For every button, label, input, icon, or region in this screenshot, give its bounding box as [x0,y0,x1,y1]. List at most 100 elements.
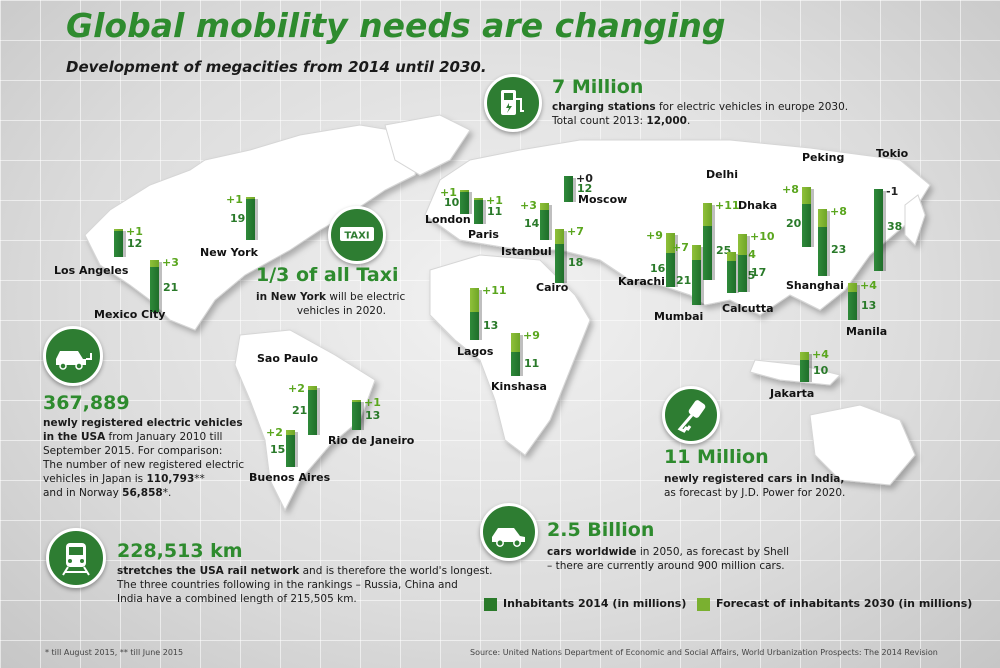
bar-current-istanbul [540,209,549,240]
bar-lagos [470,288,482,340]
city-label-lagos: Lagos [457,345,494,358]
bar-current-london [460,192,469,214]
change-2030-shanghai: +8 [830,205,847,219]
taxi-text-rest: will be electric [326,291,406,303]
bar-shade-new-york [255,199,258,240]
city-label-mexico-city: Mexico City [94,308,166,321]
change-2030-buenos-aires: +2 [266,426,283,440]
charging-station-icon [501,90,524,115]
worldwide-line1-rest: in 2050, as forecast by Shell [636,546,790,558]
continent-greenland [384,114,471,176]
rail-text: stretches the USA rail network and is th… [117,564,492,606]
bar-peking [802,186,814,247]
bar-forecast-dhaka [738,233,747,256]
city-label-rio-de-janeiro: Rio de Janeiro [328,434,415,447]
change-2030-dhaka: +10 [750,229,775,243]
bar-shade-jakarta [809,353,812,382]
change-2030-new-york: +1 [226,193,243,206]
bar-kinshasa [511,333,523,376]
footnote: * till August 2015, ** till June 2015 [45,648,184,657]
bar-current-peking [802,203,811,247]
bar-forecast-london [460,190,469,193]
bar-shade-karachi [675,235,678,287]
india-text: newly registered cars in India, as forec… [664,472,845,500]
taxi-badge: TAXI [328,206,386,264]
taxi-text-bold: in New York [256,291,327,303]
charging-text: charging stations for electric vehicles … [552,100,848,128]
taxi-sign-icon: TAXI [340,227,374,242]
bar-mexico-city [150,260,162,312]
bar-shade-calcutta [736,254,739,293]
city-label-new-york: New York [200,246,258,259]
city-label-london: London [425,213,471,226]
legend-swatch-current [484,598,497,611]
change-2030-tokio: -1 [886,185,899,199]
value-2014-karachi: 16 [650,262,666,276]
page-subtitle: Development of megacities from 2014 unti… [66,58,487,76]
value-2014-moscow: 12 [577,181,593,195]
bar-shade-mumbai [701,246,704,305]
india-line2: as forecast by J.D. Power for 2020. [664,487,846,499]
bar-jakarta [800,351,812,382]
bar-current-buenos-aires [286,434,295,467]
value-2014-sao-paulo: 21 [292,404,308,418]
bar-current-tokio [874,189,883,271]
change-2030-peking: +8 [782,182,799,196]
taxi-text: in New York will be electric vehicles in… [256,290,405,318]
continent-south-america [234,329,376,512]
continent-japan [904,194,926,246]
city-label-manila: Manila [846,325,888,338]
bar-current-manila [848,292,857,320]
city-label-shanghai: Shanghai [786,279,844,292]
bar-shade-cairo [564,231,567,283]
continent-eurasia [424,139,931,316]
train-icon [62,543,90,576]
legend-label-forecast: Forecast of inhabitants 2030 (in million… [716,597,973,610]
ev-usa-text: newly registered electric vehicles in th… [43,416,244,500]
car-badge [480,503,538,561]
legend-swatch-forecast [697,598,710,611]
worldwide-line2: – there are currently around 900 million… [547,560,785,572]
bar-shade-london [469,192,472,214]
india-big-number: 11 Million [664,446,769,468]
bar-forecast-mumbai [692,244,701,260]
worldwide-big-number: 2.5 Billion [547,519,655,541]
bar-current-moscow [564,176,573,202]
ev-usa-line2-bold: in the USA [43,431,106,443]
bar-shade-moscow [573,178,576,202]
bar-forecast-cairo [555,229,564,245]
bar-current-mexico-city [150,266,159,312]
change-2030-mumbai: +7 [672,240,689,254]
value-2014-dhaka: 17 [751,265,767,279]
bar-current-calcutta [727,260,736,293]
city-label-tokio: Tokio [876,147,909,160]
change-2030-paris: +1 [486,194,503,208]
bar-current-lagos [470,312,479,340]
change-2030-moscow: +0 [576,172,593,186]
ev-usa-line6-end: *. [162,487,172,499]
bar-cairo [555,229,567,283]
train-badge [46,528,106,588]
bar-paris [474,198,486,224]
bar-current-cairo [555,244,564,283]
bar-shanghai [818,209,830,276]
bar-new-york [246,197,258,240]
ev-usa-line3: September 2015. For comparison: [43,445,223,457]
city-label-karachi: Karachi [618,275,665,288]
value-2014-mexico-city: 21 [163,281,179,295]
bar-shade-los-angeles [123,231,126,257]
bar-forecast-paris [474,198,483,201]
rail-line1-rest: and is therefore the world's longest. [299,565,493,577]
bar-rio-de-janeiro [352,399,364,430]
city-label-calcutta: Calcutta [722,302,774,315]
bar-mumbai [692,244,704,305]
ev-usa-line5-rest: vehicles in Japan is [43,473,147,485]
bar-shade-mexico-city [159,262,162,312]
legend-label-current: Inhabitants 2014 (in millions) [503,597,687,610]
bar-forecast-jakarta [800,351,809,361]
charging-total-end: . [686,115,691,127]
value-2014-peking: 20 [786,217,802,231]
change-2030-london: +1 [440,186,457,200]
bar-current-new-york [246,199,255,240]
city-label-kinshasa: Kinshasa [491,380,547,393]
